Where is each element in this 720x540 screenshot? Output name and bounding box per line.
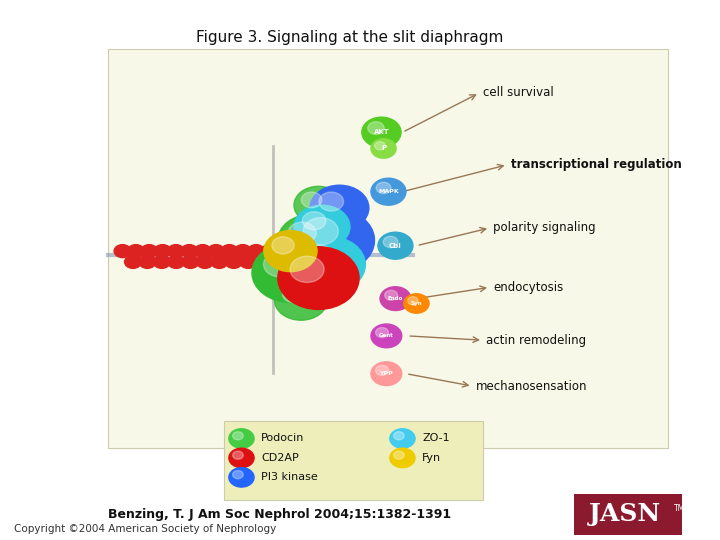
Text: P: P — [381, 145, 386, 152]
Circle shape — [290, 256, 324, 282]
Text: actin remodeling: actin remodeling — [487, 334, 587, 347]
Text: AKT: AKT — [374, 129, 390, 136]
Circle shape — [234, 245, 251, 258]
Text: YPP: YPP — [379, 371, 393, 376]
Circle shape — [125, 255, 141, 268]
Circle shape — [278, 247, 359, 309]
Circle shape — [181, 245, 198, 258]
Circle shape — [383, 236, 398, 247]
Text: mechanosensation: mechanosensation — [476, 380, 588, 393]
Circle shape — [114, 245, 131, 258]
Text: cell survival: cell survival — [483, 86, 554, 99]
Circle shape — [272, 237, 294, 254]
Text: Podocin: Podocin — [261, 434, 305, 443]
Text: MAPK: MAPK — [378, 189, 399, 194]
Circle shape — [261, 245, 278, 258]
Circle shape — [384, 291, 397, 300]
Circle shape — [252, 243, 329, 302]
Circle shape — [139, 255, 156, 268]
Circle shape — [390, 429, 415, 448]
Circle shape — [394, 451, 404, 460]
Circle shape — [154, 245, 171, 258]
Circle shape — [394, 431, 404, 440]
Circle shape — [264, 231, 317, 272]
Circle shape — [374, 141, 385, 150]
Text: Figure 3. Signaling at the slit diaphragm: Figure 3. Signaling at the slit diaphrag… — [197, 30, 504, 45]
Circle shape — [319, 192, 343, 211]
Text: ZO-1: ZO-1 — [422, 434, 450, 443]
Circle shape — [240, 255, 256, 268]
Circle shape — [211, 255, 228, 268]
Circle shape — [301, 192, 322, 208]
Text: Copyright ©2004 American Society of Nephrology: Copyright ©2004 American Society of Neph… — [14, 523, 276, 534]
Circle shape — [168, 245, 184, 258]
Text: Benzing, T. J Am Soc Nephrol 2004;15:1382-1391: Benzing, T. J Am Soc Nephrol 2004;15:138… — [109, 508, 451, 521]
Circle shape — [304, 245, 334, 268]
Circle shape — [390, 448, 415, 468]
Circle shape — [229, 429, 254, 448]
Text: Gent: Gent — [379, 333, 394, 339]
Circle shape — [207, 245, 225, 258]
Text: endocytosis: endocytosis — [493, 281, 564, 294]
Circle shape — [233, 451, 243, 460]
Circle shape — [229, 468, 254, 487]
Text: CD2AP: CD2AP — [261, 453, 299, 463]
Circle shape — [278, 214, 345, 266]
Circle shape — [302, 212, 326, 230]
Circle shape — [233, 431, 243, 440]
Text: Syn: Syn — [410, 301, 422, 306]
Circle shape — [371, 139, 396, 158]
Circle shape — [197, 255, 213, 268]
Circle shape — [141, 245, 158, 258]
Circle shape — [371, 362, 402, 386]
Circle shape — [371, 324, 402, 348]
Circle shape — [303, 218, 338, 245]
Circle shape — [288, 222, 316, 244]
Circle shape — [264, 252, 296, 277]
Circle shape — [404, 294, 429, 313]
Circle shape — [290, 208, 374, 273]
Circle shape — [153, 255, 170, 268]
Circle shape — [380, 287, 411, 310]
Text: TM: TM — [674, 504, 685, 514]
Circle shape — [248, 245, 264, 258]
FancyBboxPatch shape — [224, 421, 483, 500]
Circle shape — [294, 205, 350, 248]
Circle shape — [294, 186, 343, 224]
Circle shape — [378, 232, 413, 259]
Circle shape — [371, 178, 406, 205]
Text: Cbl: Cbl — [389, 242, 402, 249]
Text: Fyn: Fyn — [422, 453, 441, 463]
Circle shape — [194, 245, 211, 258]
Circle shape — [377, 182, 391, 193]
Circle shape — [168, 255, 184, 268]
Circle shape — [229, 448, 254, 468]
Circle shape — [310, 185, 369, 231]
Text: PI3 kinase: PI3 kinase — [261, 472, 318, 482]
Circle shape — [376, 366, 389, 375]
Text: transcriptional regulation: transcriptional regulation — [511, 158, 682, 171]
Circle shape — [282, 285, 305, 302]
FancyBboxPatch shape — [574, 494, 683, 535]
Text: Endo: Endo — [388, 296, 403, 301]
Circle shape — [274, 279, 328, 320]
Circle shape — [292, 237, 365, 293]
Circle shape — [376, 328, 389, 338]
Circle shape — [127, 245, 144, 258]
Circle shape — [408, 296, 418, 305]
Circle shape — [368, 122, 384, 134]
FancyBboxPatch shape — [109, 49, 668, 448]
Circle shape — [233, 470, 243, 479]
Circle shape — [362, 117, 401, 147]
Text: JASN: JASN — [589, 502, 661, 526]
Circle shape — [254, 255, 271, 268]
Circle shape — [221, 245, 238, 258]
Text: polarity signaling: polarity signaling — [493, 221, 596, 234]
Circle shape — [182, 255, 199, 268]
Circle shape — [225, 255, 242, 268]
